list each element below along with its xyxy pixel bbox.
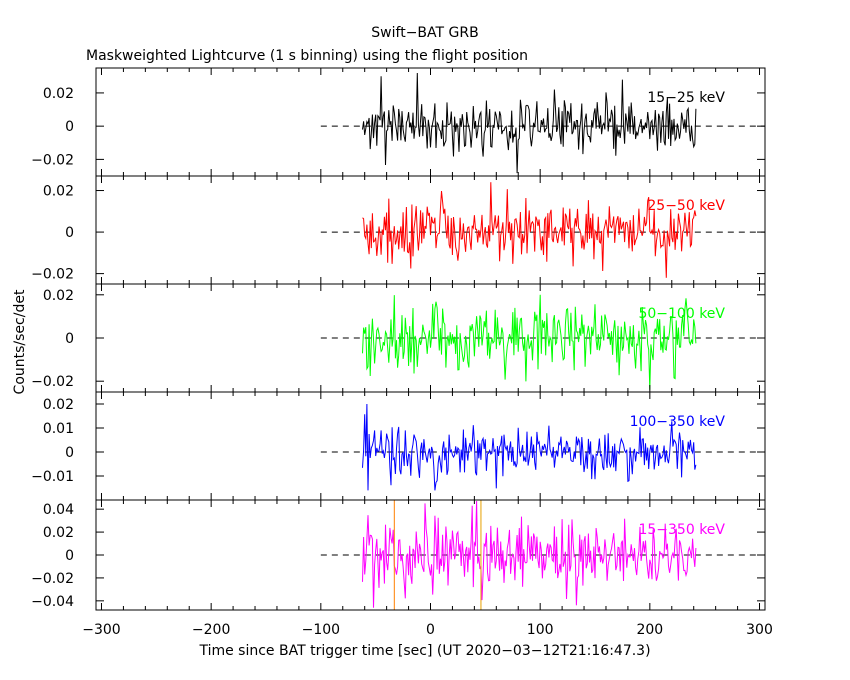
series-line: [362, 500, 697, 608]
x-tick-label: −300: [82, 622, 120, 638]
y-tick-label: 0: [65, 225, 74, 241]
y-axis-label: Counts/sec/det: [12, 289, 28, 394]
series-line: [362, 294, 697, 390]
y-tick-label: −0.02: [31, 267, 74, 283]
y-tick-label: 0: [65, 445, 74, 461]
series-label: 25−50 keV: [647, 198, 725, 214]
panel-frame: [95, 391, 766, 501]
y-tick-label: −0.04: [31, 594, 74, 610]
chart-title: Swift−BAT GRB: [371, 25, 478, 41]
y-tick-label: 0.02: [43, 525, 74, 541]
y-tick-label: 0.02: [43, 397, 74, 413]
chart-subtitle: Maskweighted Lightcurve (1 s binning) us…: [86, 48, 528, 64]
series-line: [362, 182, 697, 278]
y-tick-label: 0.02: [43, 288, 74, 304]
panel-2: −0.02 0 0.02 25−50 keV: [31, 175, 766, 285]
panel-1: −0.02 0 0.02 15−25 keV: [31, 67, 766, 177]
x-tick-label: −200: [192, 622, 230, 638]
y-tick-label: 0: [65, 548, 74, 564]
x-axis-label: Time since BAT trigger time [sec] (UT 20…: [198, 643, 650, 659]
y-tick-label: 0: [65, 119, 74, 135]
panel-4: −0.01 0 0.01 0.02 100−350 keV: [31, 391, 766, 501]
x-tick-label: 300: [746, 622, 773, 638]
y-tick-label: 0.02: [43, 86, 74, 102]
series-line: [362, 72, 697, 174]
series-label: 15−350 keV: [638, 522, 725, 538]
y-tick-label: 0.01: [43, 421, 74, 437]
y-tick-label: −0.01: [31, 469, 74, 485]
y-tick-label: −0.02: [31, 152, 74, 168]
y-tick-label: 0: [65, 331, 74, 347]
series-label: 50−100 keV: [638, 306, 725, 322]
x-tick-label: 100: [527, 622, 554, 638]
y-tick-label: −0.02: [31, 571, 74, 587]
panel-3: −0.02 0 0.02 50−100 keV: [31, 283, 766, 393]
x-axis: −300 −200 −100 0 100 200 300: [82, 622, 773, 638]
series-label: 15−25 keV: [647, 90, 725, 106]
panel-5: −0.04 −0.02 0 0.02 0.04 15−350 keV: [31, 499, 766, 611]
x-tick-label: 0: [426, 622, 435, 638]
panel-frame: [95, 67, 766, 177]
x-tick-label: 200: [636, 622, 663, 638]
y-tick-label: 0.04: [43, 502, 74, 518]
x-tick-label: −100: [302, 622, 340, 638]
series-label: 100−350 keV: [630, 414, 726, 430]
y-tick-label: −0.02: [31, 374, 74, 390]
series-line: [362, 403, 697, 491]
y-tick-label: 0.02: [43, 184, 74, 200]
